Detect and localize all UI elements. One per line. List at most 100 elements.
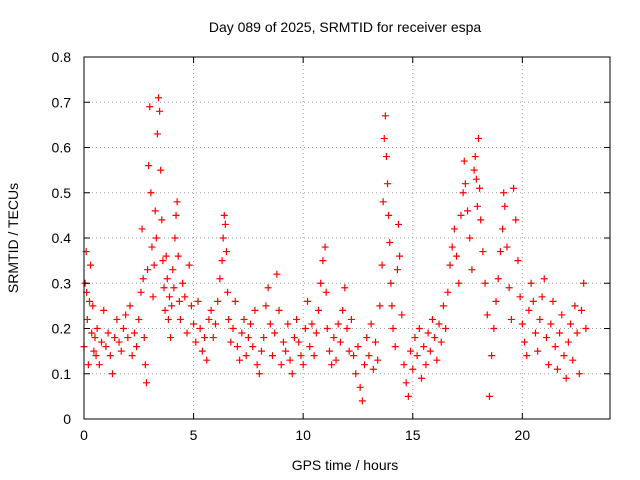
y-tick-label: 0.3	[52, 275, 72, 291]
data-point	[251, 306, 259, 314]
data-point	[124, 334, 132, 342]
data-point	[128, 352, 136, 360]
data-point	[196, 325, 204, 332]
data-point	[382, 153, 390, 161]
data-point	[203, 356, 211, 364]
x-tick-label: 0	[80, 427, 88, 443]
data-point	[525, 306, 533, 314]
data-point	[424, 329, 432, 337]
data-point	[402, 379, 410, 387]
data-point	[571, 302, 579, 310]
data-point	[268, 352, 276, 360]
data-point	[279, 338, 287, 346]
data-point	[255, 370, 263, 378]
data-point	[453, 252, 461, 260]
data-point	[119, 325, 127, 332]
data-point	[172, 211, 180, 219]
data-point	[439, 302, 447, 310]
data-point	[542, 334, 550, 342]
data-point	[492, 297, 500, 305]
data-point	[249, 343, 257, 351]
data-point	[389, 325, 397, 332]
data-point	[173, 198, 181, 206]
data-point	[479, 248, 487, 256]
data-point	[151, 207, 159, 215]
data-point	[155, 94, 163, 102]
data-point	[388, 302, 396, 310]
data-point	[527, 279, 535, 287]
data-point	[457, 211, 465, 219]
data-point	[575, 370, 583, 378]
data-point	[207, 306, 215, 314]
data-point	[130, 329, 138, 337]
data-point	[442, 325, 450, 332]
data-point	[181, 293, 189, 301]
data-point	[225, 315, 233, 323]
x-tick-label: 15	[405, 427, 421, 443]
data-point	[227, 338, 235, 346]
data-point	[323, 325, 331, 332]
data-point	[140, 334, 148, 342]
data-point	[379, 198, 387, 206]
data-point	[516, 293, 524, 301]
data-point	[146, 103, 154, 111]
data-point	[325, 347, 333, 355]
data-point	[551, 343, 559, 351]
data-point	[176, 315, 184, 323]
data-point	[306, 343, 314, 351]
data-point	[169, 266, 177, 274]
data-point	[165, 293, 173, 301]
y-tick-label: 0.7	[52, 94, 72, 110]
data-point	[343, 325, 351, 332]
data-point	[444, 288, 452, 296]
data-point	[363, 334, 371, 342]
data-point	[437, 338, 445, 346]
data-point	[418, 374, 426, 382]
data-point	[247, 320, 255, 328]
data-point	[233, 343, 241, 351]
data-point	[220, 211, 228, 219]
data-point	[156, 107, 164, 115]
data-point	[510, 184, 518, 192]
data-point	[205, 315, 213, 323]
data-point	[365, 352, 373, 360]
data-point	[433, 356, 441, 364]
data-point	[159, 257, 167, 265]
data-point	[459, 189, 467, 197]
data-point	[87, 261, 95, 269]
data-point	[407, 347, 415, 355]
data-point	[461, 180, 469, 188]
data-point	[236, 356, 244, 364]
data-point	[85, 297, 93, 305]
data-point	[201, 334, 209, 342]
x-tick-label: 5	[190, 427, 198, 443]
data-point	[275, 306, 283, 314]
data-point	[435, 320, 443, 328]
data-point	[569, 356, 577, 364]
data-point	[117, 347, 125, 355]
data-point	[361, 361, 369, 369]
x-axis-label: GPS time / hours	[292, 457, 399, 473]
y-tick-label: 0.8	[52, 49, 72, 65]
data-point	[98, 338, 106, 346]
data-point	[400, 361, 408, 369]
data-point	[578, 306, 586, 314]
data-point	[549, 297, 557, 305]
data-point	[523, 352, 531, 360]
data-point	[162, 252, 170, 260]
data-point	[179, 279, 187, 287]
y-tick-label: 0.6	[52, 140, 72, 156]
data-point	[91, 334, 99, 342]
data-point	[170, 284, 178, 292]
data-point	[499, 225, 507, 233]
data-point	[393, 266, 401, 274]
data-point	[214, 297, 222, 305]
data-point	[126, 302, 134, 310]
data-point	[216, 275, 224, 283]
data-point	[190, 320, 198, 328]
axis-ticks: 0 5 10 15 20 0 0.1 0.2 0.3 0.4 0.5 0.6 0.7 0.8	[52, 49, 610, 443]
data-point	[580, 279, 588, 287]
data-point	[448, 243, 456, 251]
data-point	[133, 343, 141, 351]
